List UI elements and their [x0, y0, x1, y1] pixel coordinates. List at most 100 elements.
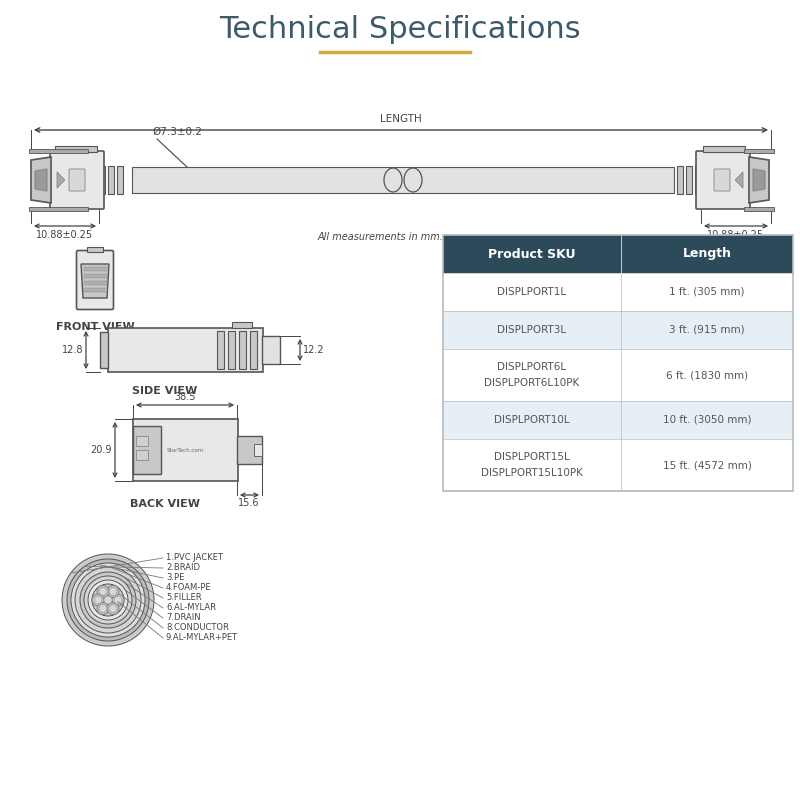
Text: DISPLPORT6L10PK: DISPLPORT6L10PK — [484, 378, 580, 388]
FancyBboxPatch shape — [696, 151, 750, 209]
Bar — [29, 207, 88, 211]
Bar — [443, 235, 793, 273]
Bar — [100, 332, 108, 368]
Bar — [100, 288, 102, 292]
Bar — [84, 281, 86, 285]
Text: DISPLPORT15L: DISPLPORT15L — [494, 452, 570, 462]
Polygon shape — [735, 172, 743, 188]
Bar — [443, 273, 793, 311]
Circle shape — [88, 580, 128, 620]
Bar — [695, 166, 701, 194]
Bar — [29, 149, 88, 153]
Text: 15 ft. (4572 mm): 15 ft. (4572 mm) — [662, 460, 751, 470]
Text: Length: Length — [682, 247, 731, 261]
Circle shape — [98, 590, 118, 610]
Bar — [92, 288, 94, 292]
Circle shape — [97, 602, 109, 614]
Bar — [250, 331, 257, 369]
Circle shape — [109, 605, 117, 613]
Bar — [96, 288, 98, 292]
Bar — [108, 166, 114, 194]
Bar — [96, 281, 98, 285]
Bar — [239, 331, 246, 369]
Text: 2.BRAID: 2.BRAID — [166, 563, 200, 573]
Text: 6.AL-MYLAR: 6.AL-MYLAR — [166, 603, 216, 613]
Text: 10 ft. (3050 mm): 10 ft. (3050 mm) — [662, 415, 751, 425]
Bar — [92, 281, 94, 285]
Bar — [133, 426, 161, 474]
Bar — [217, 331, 224, 369]
Bar — [703, 146, 745, 152]
Text: DISPLPORT1L: DISPLPORT1L — [498, 287, 566, 297]
Bar — [117, 166, 123, 194]
Text: Ø7.3±0.2: Ø7.3±0.2 — [152, 127, 202, 137]
FancyBboxPatch shape — [50, 151, 104, 209]
Bar — [104, 288, 106, 292]
Circle shape — [92, 594, 104, 606]
Text: DISPLPORT3L: DISPLPORT3L — [498, 325, 566, 335]
Bar — [84, 274, 86, 278]
Polygon shape — [57, 172, 65, 188]
Circle shape — [94, 596, 102, 604]
Text: 12.2: 12.2 — [303, 345, 325, 355]
Bar — [136, 450, 148, 460]
Circle shape — [75, 567, 141, 633]
Bar — [88, 267, 90, 271]
Bar — [108, 328, 263, 372]
Bar — [84, 288, 86, 292]
Text: 1 ft. (305 mm): 1 ft. (305 mm) — [670, 287, 745, 297]
Circle shape — [102, 594, 114, 606]
Polygon shape — [753, 169, 765, 191]
Bar — [686, 166, 692, 194]
Text: 10.88±0.25: 10.88±0.25 — [37, 230, 94, 240]
FancyBboxPatch shape — [77, 250, 114, 310]
FancyBboxPatch shape — [714, 169, 730, 191]
Text: 9.AL-MYLAR+PET: 9.AL-MYLAR+PET — [166, 634, 238, 642]
Text: 3 ft. (915 mm): 3 ft. (915 mm) — [669, 325, 745, 335]
Circle shape — [104, 596, 112, 604]
Text: LENGTH: LENGTH — [380, 114, 422, 124]
Polygon shape — [35, 169, 47, 191]
Text: Technical Specifications: Technical Specifications — [219, 15, 581, 45]
Text: DISPLPORT15L10PK: DISPLPORT15L10PK — [481, 468, 583, 478]
Text: 1.PVC JACKET: 1.PVC JACKET — [166, 554, 223, 562]
Bar — [104, 281, 106, 285]
Circle shape — [97, 586, 109, 598]
Bar — [88, 274, 90, 278]
Bar — [744, 149, 774, 153]
Bar — [232, 322, 252, 328]
Bar — [443, 401, 793, 439]
Bar — [132, 167, 674, 193]
Polygon shape — [749, 157, 769, 203]
Bar — [88, 281, 90, 285]
Bar — [100, 267, 102, 271]
FancyBboxPatch shape — [69, 169, 85, 191]
Text: SIDE VIEW: SIDE VIEW — [132, 386, 198, 396]
Circle shape — [107, 586, 119, 598]
Bar — [87, 247, 103, 252]
Text: 8.CONDUCTOR: 8.CONDUCTOR — [166, 623, 229, 633]
Bar — [92, 267, 94, 271]
Bar — [744, 207, 774, 211]
Text: Product SKU: Product SKU — [488, 247, 576, 261]
Bar — [228, 331, 235, 369]
Circle shape — [107, 602, 119, 614]
Circle shape — [71, 563, 145, 637]
Text: 3.PE: 3.PE — [166, 574, 184, 582]
Bar — [104, 274, 106, 278]
Text: 6 ft. (1830 mm): 6 ft. (1830 mm) — [666, 370, 748, 380]
Bar — [99, 166, 105, 194]
Bar — [443, 311, 793, 349]
Bar — [443, 439, 793, 491]
Bar — [84, 267, 86, 271]
Text: 5.FILLER: 5.FILLER — [166, 594, 202, 602]
Circle shape — [99, 605, 107, 613]
Polygon shape — [81, 264, 109, 298]
Text: DISPLPORT10L: DISPLPORT10L — [494, 415, 570, 425]
Text: All measurements in mm.: All measurements in mm. — [317, 232, 443, 242]
Text: 4.FOAM-PE: 4.FOAM-PE — [166, 583, 212, 593]
Bar — [92, 274, 94, 278]
Circle shape — [114, 596, 122, 604]
Text: DISPLPORT6L: DISPLPORT6L — [498, 362, 566, 372]
Bar — [55, 146, 97, 152]
